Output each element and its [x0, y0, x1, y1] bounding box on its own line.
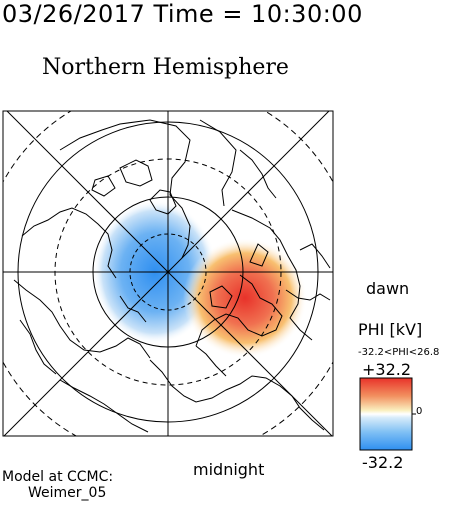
positive-potential-cell: [183, 238, 307, 358]
dawn-label: dawn: [366, 279, 410, 298]
midnight-label: midnight: [193, 460, 265, 479]
legend-min-value: -32.2: [362, 453, 404, 472]
coastlines: [13, 119, 331, 433]
legend-range: -32.2<PHI<26.8: [358, 347, 440, 358]
model-name-label: Weimer_05: [28, 485, 107, 501]
legend-title: PHI [kV]: [358, 320, 423, 339]
polar-grid: [2, 110, 334, 437]
model-source-label: Model at CCMC:: [2, 469, 114, 485]
legend-max-value: +32.2: [362, 360, 412, 379]
meridian-diagonal-2: [3, 111, 330, 436]
hemisphere-title: Northern Hemisphere: [42, 55, 289, 80]
legend-zero-value: 0: [416, 406, 423, 417]
legend-colorbar: [359, 377, 416, 451]
date-time-title: 03/26/2017 Time = 10:30:00: [2, 0, 363, 28]
